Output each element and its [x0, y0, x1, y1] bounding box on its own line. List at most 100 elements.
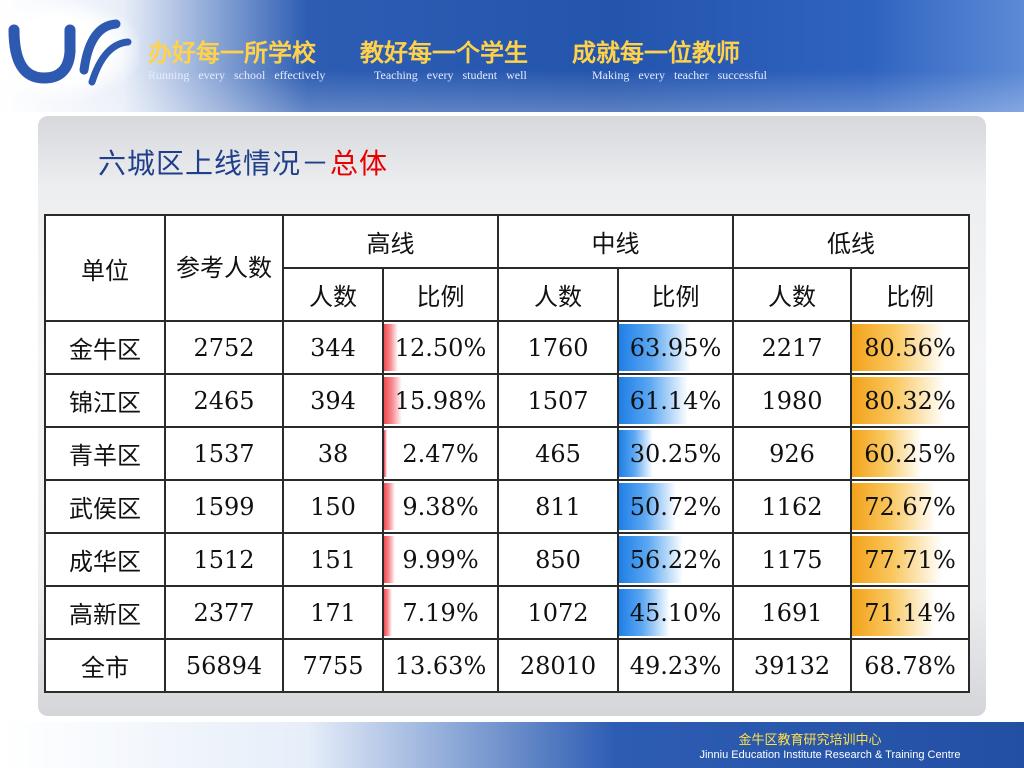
- table-row: 金牛区 2752 344 12.50% 1760 63.95% 2217 80.56%: [44, 320, 970, 375]
- cell-mid-count: 1507: [497, 373, 619, 428]
- cell-unit: 金牛区: [44, 320, 166, 375]
- results-table: 单位 参考人数 高线 中线 低线 人数 比例 人数 比例 人数 比例 金牛区 27…: [44, 214, 970, 693]
- cell-low-ratio: 77.71%: [850, 532, 970, 587]
- cell-participants: 1537: [164, 426, 284, 481]
- cell-high-ratio: 7.19%: [382, 585, 499, 640]
- ratio-value: 77.71%: [864, 545, 956, 574]
- page-title: 六城区上线情况－总体: [98, 142, 388, 182]
- cell-mid-ratio: 50.72%: [617, 479, 734, 534]
- ratio-value: 9.38%: [402, 492, 479, 521]
- ratio-value: 61.14%: [629, 386, 722, 415]
- cell-high-ratio: 2.47%: [382, 426, 499, 481]
- table-row: 全市 56894 7755 13.63% 28010 49.23% 39132 68.78%: [44, 638, 970, 693]
- cell-low-count: 1162: [732, 479, 852, 534]
- cell-low-count: 926: [732, 426, 852, 481]
- cell-low-ratio: 80.32%: [850, 373, 970, 428]
- cell-mid-count: 465: [497, 426, 619, 481]
- cell-mid-count: 850: [497, 532, 619, 587]
- cell-unit: 武侯区: [44, 479, 166, 534]
- logo: [0, 0, 140, 100]
- ratio-value: 80.32%: [864, 386, 956, 415]
- ratio-value: 12.50%: [394, 333, 487, 362]
- cell-low-count: 1691: [732, 585, 852, 640]
- ratio-value: 7.19%: [402, 598, 479, 627]
- cell-low-ratio: 68.78%: [850, 638, 970, 693]
- cell-mid-ratio: 45.10%: [617, 585, 734, 640]
- low-ratio-bar: [852, 589, 935, 636]
- high-ratio-bar: [384, 377, 403, 424]
- footer-org-en: Jinniu Education Institute Research & Tr…: [699, 749, 961, 761]
- cell-mid-ratio: 30.25%: [617, 426, 734, 481]
- cell-low-ratio: 71.14%: [850, 585, 970, 640]
- ratio-value: 45.10%: [629, 598, 722, 627]
- ratio-value: 60.25%: [864, 439, 956, 468]
- header-row-2: 人数 比例 人数 比例 人数 比例: [45, 267, 970, 322]
- low-ratio-bar: [852, 324, 946, 371]
- cell-mid-ratio: 61.14%: [617, 373, 734, 428]
- mid-ratio-bar: [619, 589, 670, 636]
- high-ratio-bar: [384, 324, 399, 371]
- mid-ratio-bar: [619, 430, 654, 477]
- cell-mid-count: 1760: [497, 320, 619, 375]
- cell-high-count: 344: [282, 320, 384, 375]
- footer-org-cn: 金牛区教育研究培训中心: [738, 733, 882, 748]
- cell-participants: 2752: [164, 320, 284, 375]
- cell-high-count: 38: [282, 426, 384, 481]
- ratio-value: 15.98%: [394, 386, 487, 415]
- cell-participants: 1599: [164, 479, 284, 534]
- table-row: 成华区 1512 151 9.99% 850 56.22% 1175 77.71%: [44, 532, 970, 587]
- cell-unit: 青羊区: [44, 426, 166, 481]
- ratio-value: 72.67%: [864, 492, 956, 521]
- cell-unit: 锦江区: [44, 373, 166, 428]
- ratio-value: 71.14%: [864, 598, 956, 627]
- cell-high-count: 151: [282, 532, 384, 587]
- cell-high-count: 7755: [282, 638, 384, 693]
- table-body: 金牛区 2752 344 12.50% 1760 63.95% 2217 80.56% 锦江区 2…: [44, 320, 970, 693]
- low-ratio-bar: [852, 483, 937, 530]
- header-unit: 单位: [44, 214, 166, 322]
- cell-low-count: 39132: [732, 638, 852, 693]
- high-ratio-bar: [384, 483, 395, 530]
- cell-high-ratio: 15.98%: [382, 373, 499, 428]
- cell-low-ratio: 72.67%: [850, 479, 970, 534]
- cell-low-ratio: 80.56%: [850, 320, 970, 375]
- cell-low-ratio: 60.25%: [850, 426, 970, 481]
- cell-unit: 高新区: [44, 585, 166, 640]
- cell-participants: 1512: [164, 532, 284, 587]
- cell-unit: 全市: [44, 638, 166, 693]
- mid-ratio-bar: [619, 377, 689, 424]
- cell-mid-ratio: 49.23%: [617, 638, 734, 693]
- header-participants: 参考人数: [164, 214, 284, 322]
- low-ratio-bar: [852, 377, 946, 424]
- cell-mid-count: 811: [497, 479, 619, 534]
- motto-en: Running every school effectively Teaching…: [148, 68, 848, 83]
- header-low-ratio: 比例: [850, 267, 970, 322]
- mid-ratio-bar: [619, 324, 692, 371]
- mid-ratio-bar: [619, 536, 683, 583]
- cell-high-count: 171: [282, 585, 384, 640]
- cell-mid-count: 1072: [497, 585, 619, 640]
- high-ratio-bar: [384, 589, 393, 636]
- cell-high-ratio: 9.38%: [382, 479, 499, 534]
- cell-mid-ratio: 63.95%: [617, 320, 734, 375]
- page-title-accent: 总体: [330, 147, 389, 180]
- high-ratio-bar: [384, 536, 396, 583]
- motto-en-1: Running every school effectively: [148, 68, 326, 82]
- motto-cn-2: 教好每一个学生: [360, 39, 528, 67]
- cell-high-ratio: 12.50%: [382, 320, 499, 375]
- ratio-value: 80.56%: [864, 333, 956, 362]
- ratio-value: 9.99%: [402, 545, 479, 574]
- header-mid-ratio: 比例: [617, 267, 734, 322]
- cell-participants: 2377: [164, 585, 284, 640]
- header-shine: [0, 70, 1024, 112]
- header-low-count: 人数: [732, 267, 852, 322]
- table-row: 青羊区 1537 38 2.47% 465 30.25% 926 60.25%: [44, 426, 970, 481]
- cell-unit: 成华区: [44, 532, 166, 587]
- ratio-value: 63.95%: [629, 333, 722, 362]
- table-row: 武侯区 1599 150 9.38% 811 50.72% 1162 72.67%: [44, 479, 970, 534]
- cell-low-count: 2217: [732, 320, 852, 375]
- ratio-value: 50.72%: [629, 492, 722, 521]
- cell-mid-count: 28010: [497, 638, 619, 693]
- motto-cn-3: 成就每一位教师: [572, 39, 740, 67]
- ratio-value: 2.47%: [402, 439, 479, 468]
